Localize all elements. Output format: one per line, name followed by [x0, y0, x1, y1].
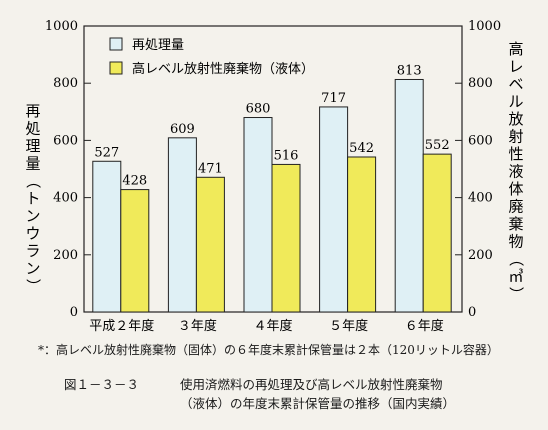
- bar: [120, 189, 150, 313]
- axis-title-char: 物: [508, 233, 523, 251]
- axis-title-char: ト: [25, 190, 40, 208]
- right-tick-label: 400: [468, 191, 493, 206]
- axis-title-char: 棄: [508, 215, 523, 233]
- data-label: 717: [321, 91, 346, 106]
- axis-title-char: 性: [508, 145, 523, 163]
- axis-title-char: 放: [508, 110, 523, 128]
- right-tick-label: 800: [468, 76, 493, 91]
- axis-title-char: ラ: [25, 242, 40, 260]
- category-label: ６年度: [405, 318, 444, 334]
- bar: [167, 137, 197, 313]
- data-label: 609: [170, 122, 195, 137]
- data-label: 542: [349, 141, 374, 156]
- axis-title-char: ベ: [508, 75, 523, 93]
- legend-label: 高レベル放射性廃棄物（液体）: [132, 61, 314, 77]
- right-tick-label: 200: [468, 248, 493, 263]
- footnote: *：高レベル放射性廃棄物（固体）の６年度末累計保管量は２本（120リットル容器）: [38, 343, 499, 357]
- axis-title-char: 理: [25, 137, 40, 155]
- axis-title-char: ン: [25, 207, 40, 225]
- axis-title-char: 廃: [508, 198, 523, 216]
- legend-swatch: [109, 37, 123, 51]
- caption-line-1: 使用済燃料の再処理及び高レベル放射性廃棄物: [180, 377, 443, 392]
- data-label: 552: [425, 138, 450, 153]
- bar: [243, 117, 273, 313]
- axis-title-char: 射: [508, 128, 523, 146]
- axis-title-char: 再: [25, 102, 40, 120]
- axis-title-char: ）: [24, 278, 42, 293]
- axis-title-char: ン: [25, 260, 40, 278]
- axis-title-char: ）: [507, 286, 525, 301]
- axis-title-char: 量: [25, 155, 40, 173]
- axis-title-char: 液: [508, 163, 523, 181]
- legend-swatch: [109, 61, 123, 75]
- left-tick-label: 200: [53, 248, 78, 263]
- axis-title-char: （: [507, 251, 525, 266]
- category-label: 平成２年度: [89, 318, 154, 334]
- axis-title-char: （: [24, 173, 42, 188]
- axis-title-char: 体: [508, 180, 523, 198]
- bar: [271, 163, 301, 313]
- axis-title-char: ㎥: [508, 268, 523, 286]
- category-label: ４年度: [253, 318, 292, 334]
- right-tick-label: 0: [468, 305, 476, 320]
- bar: [92, 160, 122, 313]
- left-tick-label: 800: [53, 76, 78, 91]
- data-label: 516: [274, 148, 299, 163]
- category-label: ３年度: [178, 318, 217, 334]
- left-tick-label: 1000: [45, 19, 78, 34]
- data-label: 471: [198, 161, 223, 176]
- data-label: 813: [397, 63, 422, 78]
- right-tick-label: 600: [468, 133, 493, 148]
- left-tick-label: 600: [53, 133, 78, 148]
- figure-caption: 図１－３－３ 使用済燃料の再処理及び高レベル放射性廃棄物 （液体）の年度末累計保管…: [64, 375, 504, 413]
- data-label: 680: [246, 102, 271, 117]
- bar: [319, 106, 349, 313]
- right-tick-label: 1000: [468, 19, 501, 34]
- bar: [195, 176, 225, 313]
- bar: [347, 156, 377, 313]
- axis-title-char: レ: [508, 58, 523, 76]
- data-label: 527: [94, 145, 119, 160]
- axis-title-char: ウ: [25, 225, 40, 243]
- axis-title-char: ル: [508, 93, 523, 111]
- bar: [422, 153, 452, 313]
- legend-label: 再処理量: [132, 38, 184, 53]
- category-label: ５年度: [329, 318, 368, 334]
- caption-line-2: （液体）の年度末累計保管量の推移（国内実績）: [180, 396, 456, 411]
- bar: [394, 78, 424, 313]
- figure-number: 図１－３－３: [64, 377, 140, 392]
- left-tick-label: 0: [70, 305, 78, 320]
- data-label: 428: [122, 174, 147, 189]
- left-tick-label: 400: [53, 191, 78, 206]
- axis-title-char: 高: [508, 40, 523, 58]
- axis-title-char: 処: [25, 120, 40, 138]
